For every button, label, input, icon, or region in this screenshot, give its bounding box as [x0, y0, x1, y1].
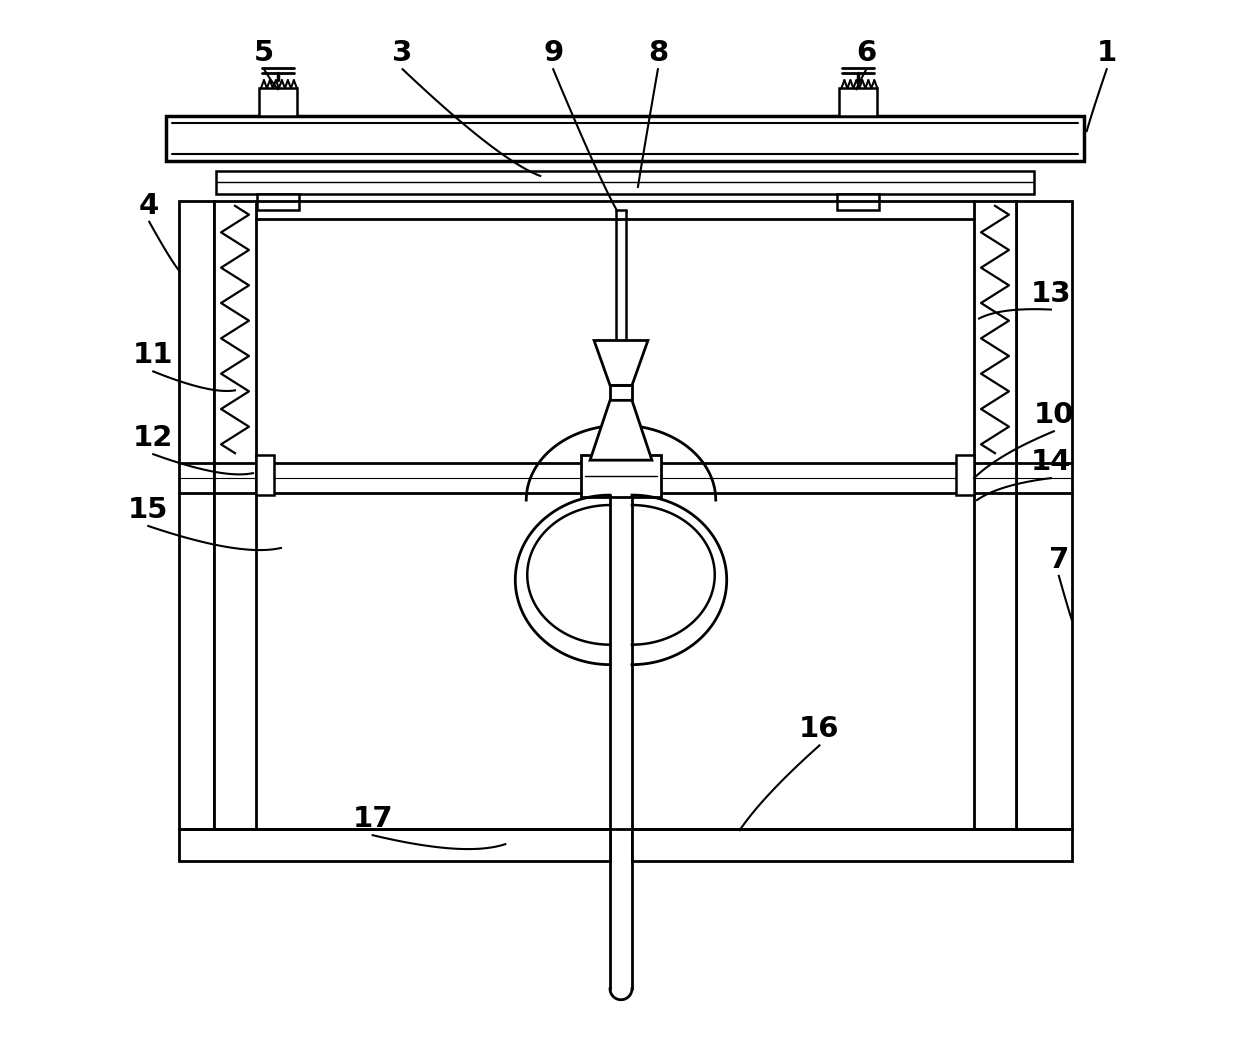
Text: 7: 7	[1049, 546, 1069, 574]
Text: 5: 5	[254, 40, 274, 67]
Polygon shape	[594, 341, 649, 385]
Bar	[632, 829, 1071, 861]
Bar	[179, 201, 215, 829]
Text: 14: 14	[1030, 448, 1071, 476]
Polygon shape	[590, 401, 652, 460]
Text: 16: 16	[800, 715, 839, 744]
Bar	[837, 194, 879, 210]
Bar	[257, 194, 299, 210]
Bar	[1016, 201, 1071, 829]
Text: 8: 8	[647, 40, 668, 67]
Bar	[956, 455, 975, 495]
Bar	[259, 88, 296, 116]
Bar	[216, 170, 1034, 194]
Text: 9: 9	[543, 40, 563, 67]
Text: 15: 15	[128, 496, 169, 524]
Bar	[582, 455, 661, 497]
Text: 3: 3	[392, 40, 413, 67]
Bar	[166, 116, 1084, 161]
Text: 1: 1	[1096, 40, 1117, 67]
Bar	[839, 88, 878, 116]
Bar	[255, 455, 274, 495]
Text: 12: 12	[133, 425, 174, 452]
Bar	[179, 829, 610, 861]
Bar	[975, 201, 1016, 829]
Text: 10: 10	[1034, 402, 1074, 429]
Text: 4: 4	[139, 191, 160, 220]
Bar	[215, 201, 255, 829]
Text: 17: 17	[352, 805, 393, 834]
Text: 13: 13	[1030, 279, 1071, 308]
Text: 11: 11	[133, 341, 174, 369]
Text: 6: 6	[856, 40, 877, 67]
